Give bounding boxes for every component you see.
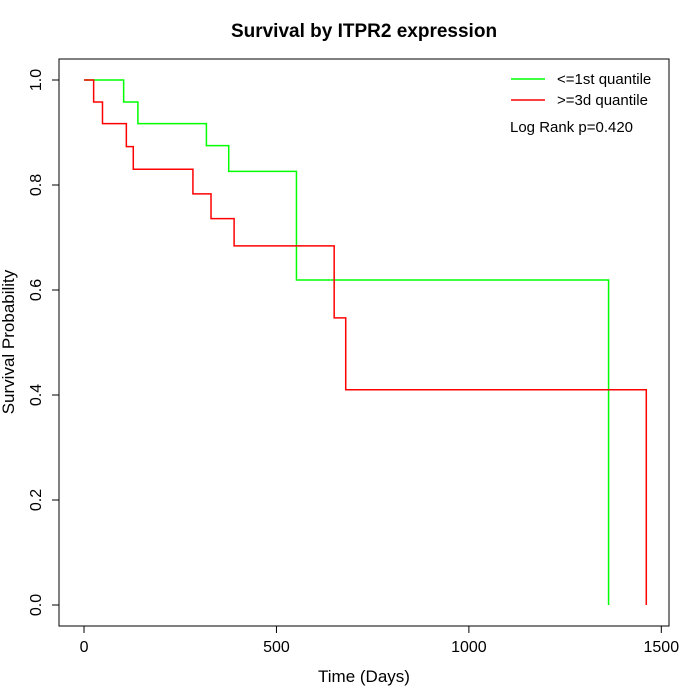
legend: <=1st quantile >=3d quantile: [511, 71, 651, 109]
y-tick-label: 0.2: [28, 489, 45, 511]
y-tick-label: 0.6: [28, 279, 45, 301]
chart-title: Survival by ITPR2 expression: [231, 21, 497, 42]
x-tick-label: 0: [80, 639, 89, 656]
x-axis-label: Time (Days): [318, 667, 410, 686]
plot-frame: [58, 58, 670, 627]
x-tick-label: 1500: [644, 639, 680, 656]
legend-label: <=1st quantile: [557, 71, 651, 88]
legend-label: >=3d quantile: [557, 92, 648, 109]
x-tick-label: 500: [263, 639, 290, 656]
y-axis: 0.0 0.2 0.4 0.6 0.8 1.0: [28, 69, 60, 616]
y-tick-label: 0.4: [28, 384, 45, 406]
log-rank-annotation: Log Rank p=0.420: [510, 119, 633, 136]
series-line-1: [84, 79, 610, 605]
series-layer: [84, 79, 648, 605]
x-tick-label: 1000: [451, 639, 487, 656]
y-tick-label: 1.0: [28, 69, 45, 91]
y-axis-label: Survival Probability: [0, 269, 18, 414]
x-axis: 0 500 1000 1500: [80, 625, 680, 656]
y-tick-label: 0.0: [28, 594, 45, 616]
y-tick-label: 0.8: [28, 174, 45, 196]
series-line-2: [84, 79, 648, 605]
